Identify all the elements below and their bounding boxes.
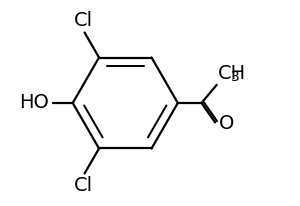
Text: CH: CH [218, 64, 246, 83]
Text: Cl: Cl [74, 11, 93, 30]
Text: O: O [219, 114, 234, 133]
Text: Cl: Cl [74, 176, 93, 195]
Text: HO: HO [19, 94, 49, 112]
Text: 3: 3 [230, 70, 239, 84]
